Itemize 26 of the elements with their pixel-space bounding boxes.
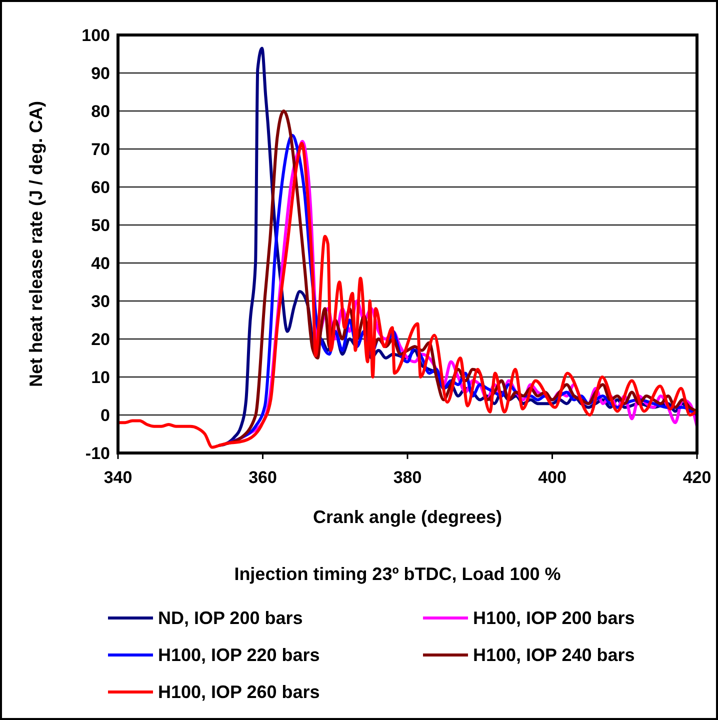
y-tick-label: 90 bbox=[91, 64, 110, 83]
legend-label: ND, IOP 200 bars bbox=[158, 608, 303, 628]
y-tick-label: 80 bbox=[91, 102, 110, 121]
x-tick-label: 340 bbox=[104, 468, 132, 487]
line-series bbox=[116, 142, 698, 449]
y-tick-label: 10 bbox=[91, 368, 110, 387]
legend-title: Injection timing 23º bTDC, Load 100 % bbox=[234, 564, 561, 584]
y-tick-label: 60 bbox=[91, 178, 110, 197]
legend-label: H100, IOP 260 bars bbox=[158, 682, 320, 702]
x-tick-label: 420 bbox=[682, 468, 712, 487]
x-axis-title: Crank angle (degrees) bbox=[312, 507, 502, 527]
x-tick-label: 400 bbox=[538, 468, 566, 487]
y-tick-label: 30 bbox=[91, 292, 110, 311]
y-tick-label: 100 bbox=[82, 26, 110, 45]
x-tick-label: 380 bbox=[393, 468, 422, 487]
x-tick-label: 360 bbox=[248, 468, 277, 487]
legend-label: H100, IOP 220 bars bbox=[158, 645, 320, 665]
y-tick-label: 40 bbox=[91, 254, 110, 273]
y-tick-label: 0 bbox=[100, 406, 110, 425]
y-tick-label: -10 bbox=[85, 444, 110, 463]
legend-label: H100, IOP 200 bars bbox=[473, 608, 635, 628]
y-tick-label: 20 bbox=[91, 330, 110, 349]
y-tick-label: 70 bbox=[91, 140, 110, 159]
legend-label: H100, IOP 240 bars bbox=[473, 645, 635, 665]
y-axis-title: Net heat release rate (J / deg. CA) bbox=[26, 100, 46, 388]
y-tick-label: 50 bbox=[91, 216, 110, 235]
